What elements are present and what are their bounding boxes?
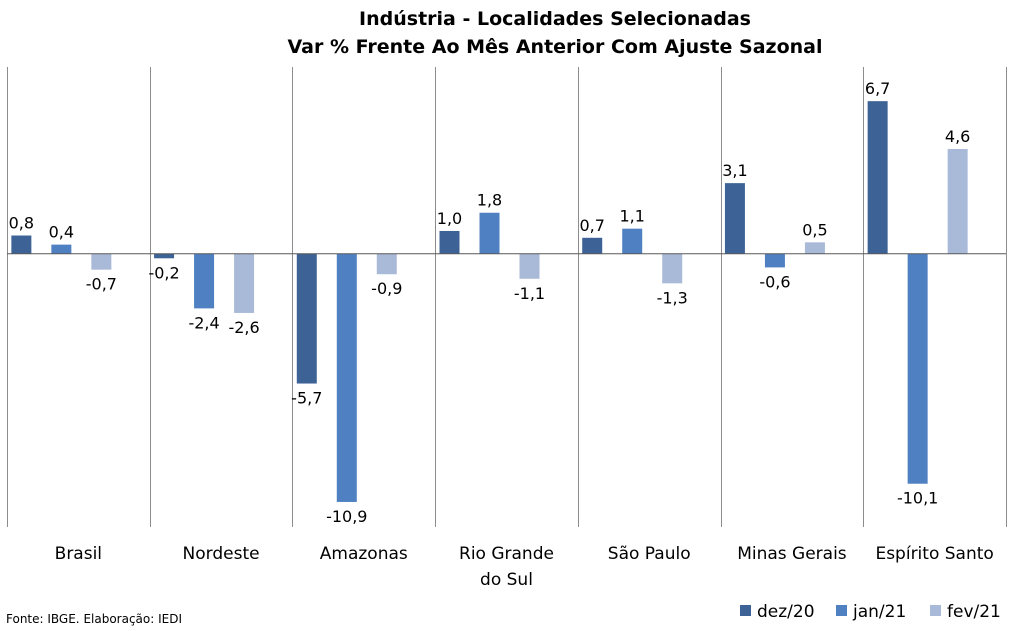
legend-label: dez/20 [757, 602, 815, 622]
bar [662, 253, 683, 284]
category-label-line: Amazonas [320, 544, 408, 564]
data-label: -1,3 [657, 288, 688, 307]
bar [804, 242, 825, 254]
legend-swatch [836, 605, 847, 616]
category-label: Nordeste [183, 544, 260, 564]
bar [479, 212, 500, 254]
bar [947, 148, 968, 254]
chart-title: Indústria - Localidades Selecionadas [359, 8, 751, 30]
data-label: -10,9 [326, 507, 367, 526]
category-label-line: do Sul [480, 570, 533, 590]
legend-swatch [930, 605, 941, 616]
data-label: 3,1 [722, 161, 747, 180]
data-label: 6,7 [865, 79, 890, 98]
data-label: 4,6 [945, 127, 970, 146]
bar [11, 235, 32, 254]
legend-label: jan/21 [852, 602, 906, 622]
bar [764, 253, 785, 268]
bar [194, 253, 215, 309]
chart-subtitle: Var % Frente Ao Mês Anterior Com Ajuste … [288, 36, 823, 58]
category-label: Minas Gerais [737, 544, 847, 564]
data-label: -1,1 [514, 284, 545, 303]
data-label: -10,1 [897, 489, 938, 508]
category-label-line: Brasil [55, 544, 102, 564]
bar [907, 253, 928, 484]
data-label: -5,7 [291, 389, 322, 408]
category-label: Rio Grande do Sul [459, 544, 554, 590]
data-label: -0,6 [759, 272, 790, 291]
data-label: -2,6 [228, 318, 259, 337]
data-label: -0,7 [86, 275, 117, 294]
bar [439, 230, 460, 254]
bar [91, 253, 112, 270]
bar [582, 237, 603, 254]
data-label: 0,8 [9, 214, 34, 233]
data-label: 1,8 [477, 191, 502, 210]
bar [336, 253, 357, 502]
category-label: São Paulo [608, 544, 691, 564]
data-label: 0,4 [49, 223, 74, 242]
category-label-line: Rio Grande [459, 544, 554, 564]
category-label-line: Espírito Santo [875, 544, 993, 564]
category-label-line: Minas Gerais [737, 544, 847, 564]
category-label: Brasil [55, 544, 102, 564]
data-label: -2,4 [188, 313, 219, 332]
source-note: Fonte: IBGE. Elaboração: IEDI [6, 612, 182, 626]
plot-area: 0,8 -0,2 -5,7 1,0 0,7 3,1 6,7 0,4 -2,4 -10,9 1,8 1,… [7, 67, 1007, 590]
data-label: 0,7 [579, 216, 604, 235]
data-label: -0,9 [371, 279, 402, 298]
bar [234, 253, 255, 313]
bar [867, 101, 888, 254]
bar [376, 253, 397, 275]
data-label: -0,2 [148, 263, 179, 282]
bar [519, 253, 540, 279]
data-label: 1,0 [437, 209, 462, 228]
bar [724, 183, 745, 254]
bar [622, 228, 643, 254]
legend-swatch [740, 605, 751, 616]
legend: dez/20 jan/21 fev/21 [740, 602, 1001, 622]
category-label: Amazonas [320, 544, 408, 564]
data-label: 0,5 [802, 220, 827, 239]
bar [296, 253, 317, 384]
data-label: 1,1 [619, 207, 644, 226]
category-label-line: São Paulo [608, 544, 691, 564]
legend-label: fev/21 [947, 602, 1001, 622]
category-label-line: Nordeste [183, 544, 260, 564]
bar [51, 244, 72, 254]
bar [154, 253, 175, 259]
category-label: Espírito Santo [875, 544, 993, 564]
